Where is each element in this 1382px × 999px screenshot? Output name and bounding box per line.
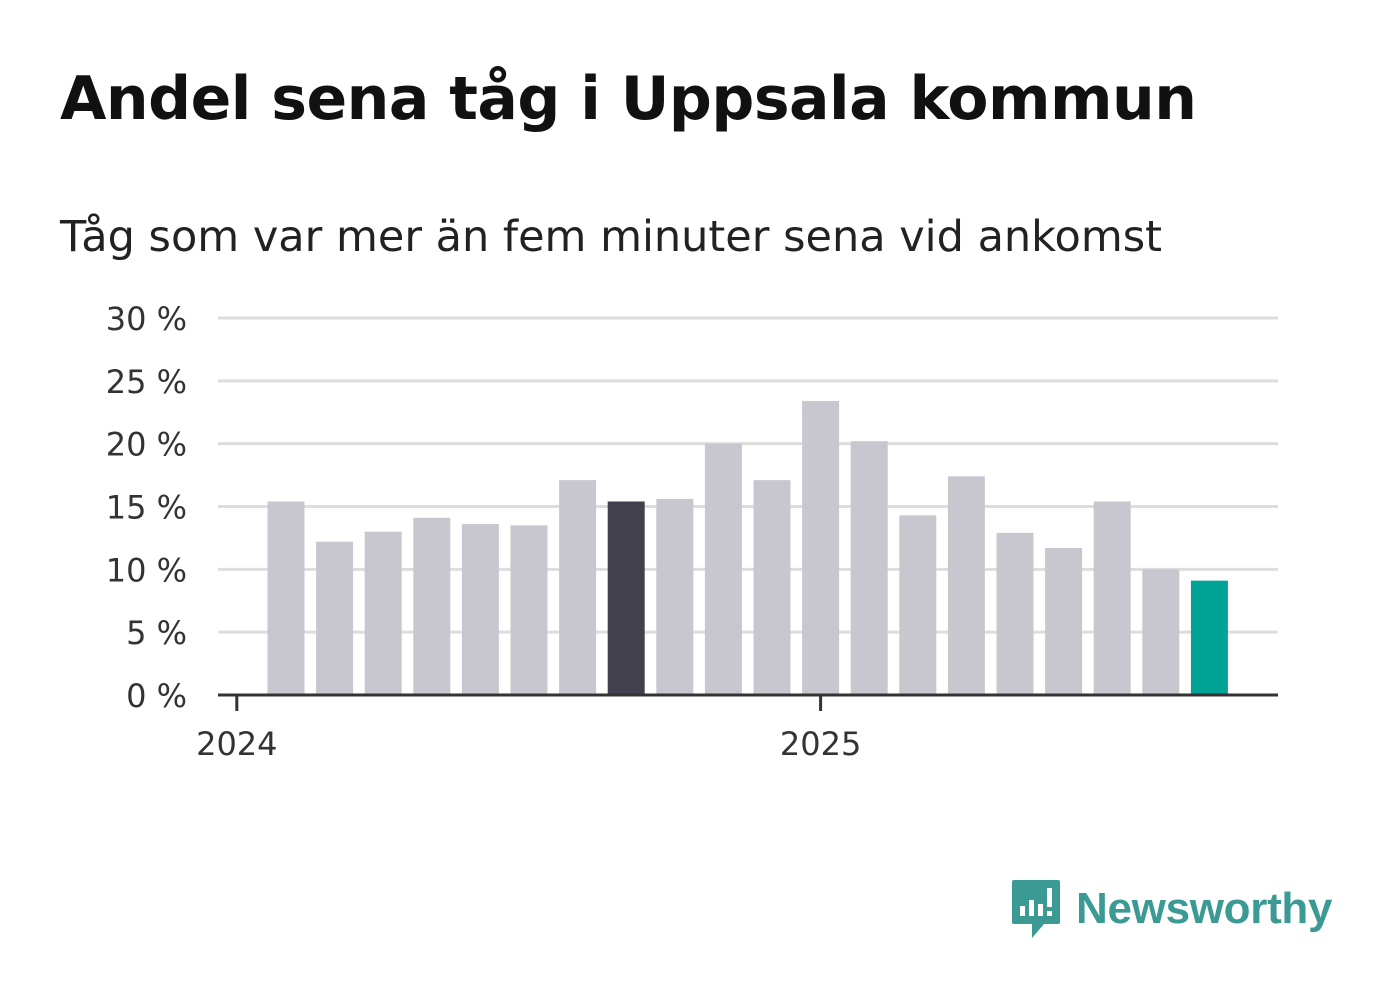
page-title: Andel sena tåg i Uppsala kommun (60, 64, 1197, 134)
y-tick-label: 5 % (126, 614, 187, 652)
y-tick-label: 30 % (106, 300, 187, 338)
newsworthy-logo: Newsworthy (1010, 878, 1332, 940)
bar (1045, 547, 1083, 695)
bar (267, 501, 305, 695)
y-tick-label: 0 % (126, 677, 187, 715)
brand-name: Newsworthy (1076, 884, 1333, 933)
bar (947, 476, 985, 695)
bar (364, 531, 402, 695)
bar (899, 515, 937, 695)
chart-subtitle: Tåg som var mer än fem minuter sena vid … (60, 212, 1163, 262)
y-tick-label: 25 % (106, 363, 187, 401)
y-tick-label: 15 % (106, 489, 187, 527)
y-axis-ticks: 0 % 5 % 10 % 15 % 20 % 25 % 30 % (106, 300, 187, 715)
bar (1190, 580, 1228, 695)
bar (510, 525, 548, 695)
bar (656, 498, 694, 695)
bar (753, 480, 791, 695)
x-tick-label: 2025 (780, 725, 861, 763)
bar (704, 443, 742, 695)
bar (1093, 501, 1131, 695)
bar (461, 524, 499, 695)
y-tick-label: 20 % (106, 426, 187, 464)
y-tick-label: 10 % (106, 551, 187, 589)
bars (267, 400, 1228, 695)
x-axis: 2024 2025 (196, 693, 1278, 763)
bar (850, 441, 888, 695)
bar (413, 517, 451, 695)
bar (607, 501, 645, 695)
bar (996, 532, 1034, 695)
bar (1142, 569, 1180, 695)
bar (316, 541, 354, 695)
bar (559, 480, 597, 695)
bar-chart-speech-bubble-icon (1012, 880, 1060, 938)
x-tick-label: 2024 (196, 725, 277, 763)
bar (802, 400, 840, 695)
